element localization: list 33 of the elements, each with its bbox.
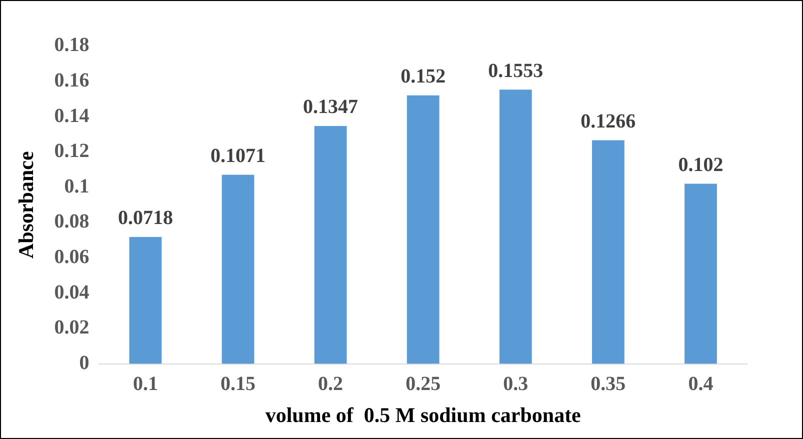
- x-tick-label: 0.4: [688, 372, 714, 395]
- x-tick-label: 0.1: [132, 372, 158, 395]
- x-tick-label: 0.35: [590, 372, 626, 395]
- bar: [314, 126, 347, 364]
- x-tick-label: 0.3: [503, 372, 528, 395]
- y-tick-label: 0.16: [54, 69, 90, 92]
- y-tick-label: 0: [79, 352, 90, 374]
- y-tick-label: 0.02: [54, 316, 90, 339]
- data-label: 0.102: [678, 154, 724, 176]
- y-tick-label: 0.14: [54, 104, 90, 127]
- bar: [222, 174, 254, 364]
- y-tick-label: 0.08: [54, 210, 90, 233]
- y-tick-label: 0.1: [64, 175, 90, 198]
- x-axis-title: volume of 0.5 M sodium carbonate: [265, 402, 581, 427]
- bar: [499, 90, 532, 364]
- x-tick-label: 0.2: [318, 372, 344, 395]
- x-tick-label: 0.15: [220, 372, 256, 395]
- data-label: 0.1071: [210, 144, 266, 167]
- y-tick-label: 0.18: [54, 34, 90, 56]
- bar: [684, 184, 717, 364]
- y-tick-label: 0.04: [54, 281, 90, 304]
- data-label: 0.1553: [488, 60, 544, 82]
- y-tick-label: 0.12: [54, 140, 90, 162]
- x-tick-label: 0.25: [406, 372, 441, 395]
- y-tick-label: 0.06: [54, 246, 90, 268]
- data-label: 0.1347: [303, 96, 358, 118]
- bar: [592, 140, 624, 364]
- y-axis-title: Absorbance: [14, 151, 38, 259]
- bar: [406, 95, 440, 364]
- data-label: 0.0718: [118, 207, 173, 230]
- data-label: 0.152: [400, 66, 446, 88]
- bar: [129, 237, 162, 364]
- data-label: 0.1266: [580, 110, 636, 132]
